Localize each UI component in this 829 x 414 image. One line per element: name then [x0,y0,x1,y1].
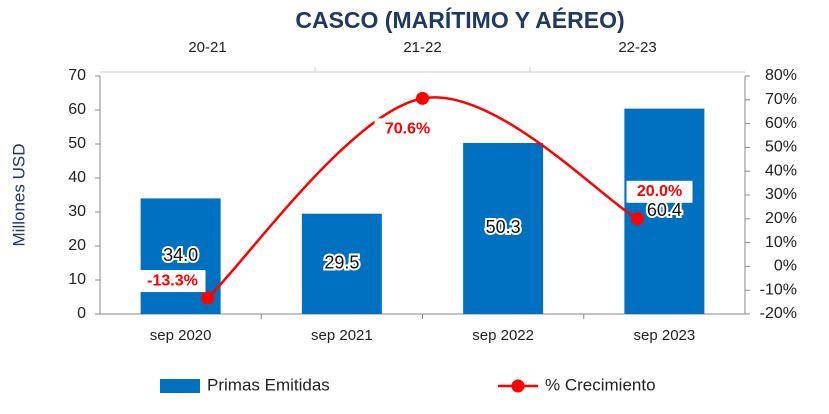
y2-tick-label: 30% [765,186,797,203]
line-marker [416,91,429,105]
legend-label: Primas Emitidas [207,375,330,394]
y2-tick-label: -10% [760,281,797,298]
line-value-label: 70.6% [385,121,430,138]
y-axis-title: Millones USD [9,144,28,247]
x-tick-label: sep 2020 [150,327,212,344]
label-box [626,180,693,203]
y-tick-label: 10 [68,271,86,288]
chart-title: CASCO (MARÍTIMO Y AÉREO) [295,6,624,33]
y2-tick-label: 0% [774,258,797,275]
line-value-label: -13.3% [147,272,198,289]
line-value-label: 20.0% [637,183,682,200]
y2-tick-label: 80% [765,67,797,84]
bar-value-label: 29.5 [324,253,359,273]
y2-tick-label: 40% [765,162,797,179]
legend-label: % Crecimiento [545,375,656,394]
legend-swatch [160,379,200,393]
y-tick-label: 40 [68,169,86,186]
y-tick-label: 0 [77,305,86,322]
y2-tick-label: 50% [765,139,797,156]
y-tick-label: 30 [68,203,86,220]
y-tick-label: 20 [68,237,86,254]
y2-tick-label: 60% [765,115,797,132]
bar [301,213,382,314]
line-marker [631,212,644,226]
y-tick-label: 70 [68,67,86,84]
y2-tick-label: 70% [765,91,797,108]
bar-value-label: 60.4 [647,200,682,220]
x-tick-label: sep 2023 [634,327,696,344]
y2-tick-label: -20% [760,305,797,322]
bar [463,142,544,314]
top-tick-label: 22-23 [618,39,656,56]
top-tick-label: 21-22 [403,39,441,56]
top-tick-label: 20-21 [188,39,226,56]
y-tick-label: 60 [68,101,86,118]
bar-value-label: 34.0 [163,245,198,265]
bar [624,108,705,314]
x-tick-label: sep 2022 [472,327,534,344]
label-box [139,270,206,293]
legend-swatch [511,379,525,393]
x-tick-label: sep 2021 [311,327,373,344]
y-tick-label: 50 [68,135,86,152]
label-box [374,118,441,141]
y2-tick-label: 20% [765,210,797,227]
y2-tick-label: 10% [765,234,797,251]
line-marker [201,291,214,305]
bar-value-label: 50.3 [486,217,521,237]
